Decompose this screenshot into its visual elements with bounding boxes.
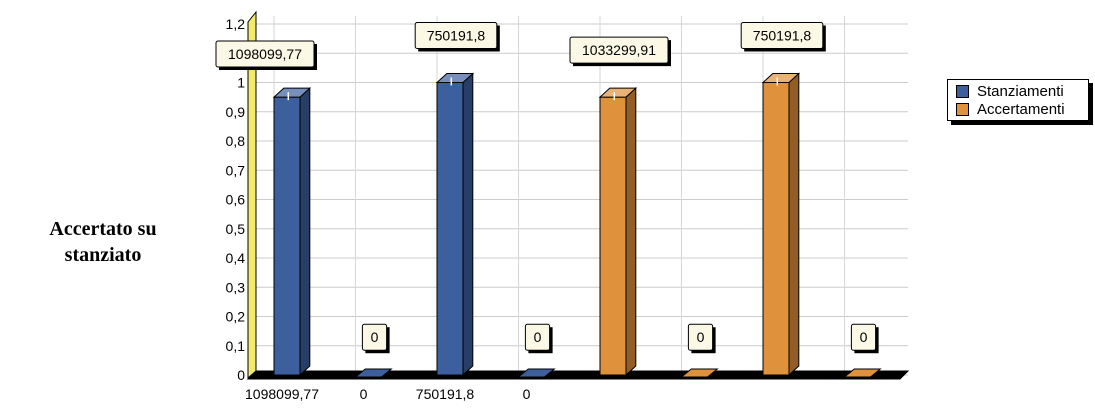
bar-top	[598, 87, 638, 98]
bar-zero	[843, 368, 882, 378]
data-label-box	[361, 323, 388, 351]
x-tick-label: 750191,8	[416, 386, 475, 402]
legend-label-accertamenti: Accertamenti	[977, 100, 1065, 118]
data-label-box	[414, 22, 498, 49]
data-label-box	[687, 323, 714, 351]
legend-swatch-stanziamenti	[956, 84, 969, 98]
data-label-box	[569, 36, 669, 64]
y-tick-label: 0,4	[226, 250, 246, 266]
y-tick-label: 0,1	[226, 338, 246, 354]
x-tick-label: 0	[360, 386, 368, 402]
bar-top	[272, 87, 312, 98]
data-label: 0	[534, 329, 542, 345]
legend-swatch-accertamenti	[956, 102, 969, 116]
chart-legend: Stanziamenti Accertamenti	[947, 79, 1089, 121]
chart-side-title: Accertato su stanziato	[49, 218, 157, 266]
bar-front	[762, 82, 790, 376]
y-tick-label: 0,8	[226, 133, 246, 149]
legend-item-accertamenti: Accertamenti	[956, 100, 1065, 118]
bar-front	[436, 82, 464, 376]
x-tick-label: 0	[523, 386, 531, 402]
bar-top	[435, 73, 475, 83]
chart-floor	[246, 370, 910, 380]
data-label-box	[850, 323, 877, 351]
bar-front	[599, 96, 627, 376]
bar-zero	[354, 368, 393, 378]
data-label: 1098099,77	[228, 46, 302, 62]
data-label: 1033299,91	[582, 42, 656, 58]
data-label-box	[740, 22, 824, 49]
legend-label-stanziamenti: Stanziamenti	[977, 82, 1064, 100]
data-label-box	[524, 323, 551, 351]
y-tick-label: 0,3	[226, 279, 246, 295]
data-label: 0	[371, 329, 379, 345]
bar-top	[761, 73, 801, 83]
bar-zero	[517, 368, 556, 378]
y-tick-label: 0,2	[226, 309, 246, 325]
bar-side	[462, 72, 474, 377]
bar-front	[273, 96, 301, 376]
y-tick-label: 1	[237, 75, 245, 91]
data-label: 0	[697, 329, 705, 345]
data-label: 0	[860, 329, 868, 345]
y-tick-label: 0,6	[226, 192, 246, 208]
y-tick-label: 0	[237, 367, 245, 383]
data-label: 750191,8	[753, 28, 812, 44]
y-tick-label: 1,2	[226, 16, 246, 32]
y-tick-label: 0,9	[226, 104, 246, 120]
x-tick-label: 1098099,77	[245, 386, 319, 402]
y-tick-label: 0,7	[226, 162, 246, 178]
bar-zero	[680, 368, 719, 378]
data-label-box	[215, 40, 315, 68]
bar-side	[299, 86, 311, 377]
bar-side	[788, 72, 800, 377]
data-label: 750191,8	[427, 28, 486, 44]
bar-side	[625, 86, 637, 377]
y-tick-label: 0,5	[226, 221, 246, 237]
legend-item-stanziamenti: Stanziamenti	[956, 82, 1064, 100]
